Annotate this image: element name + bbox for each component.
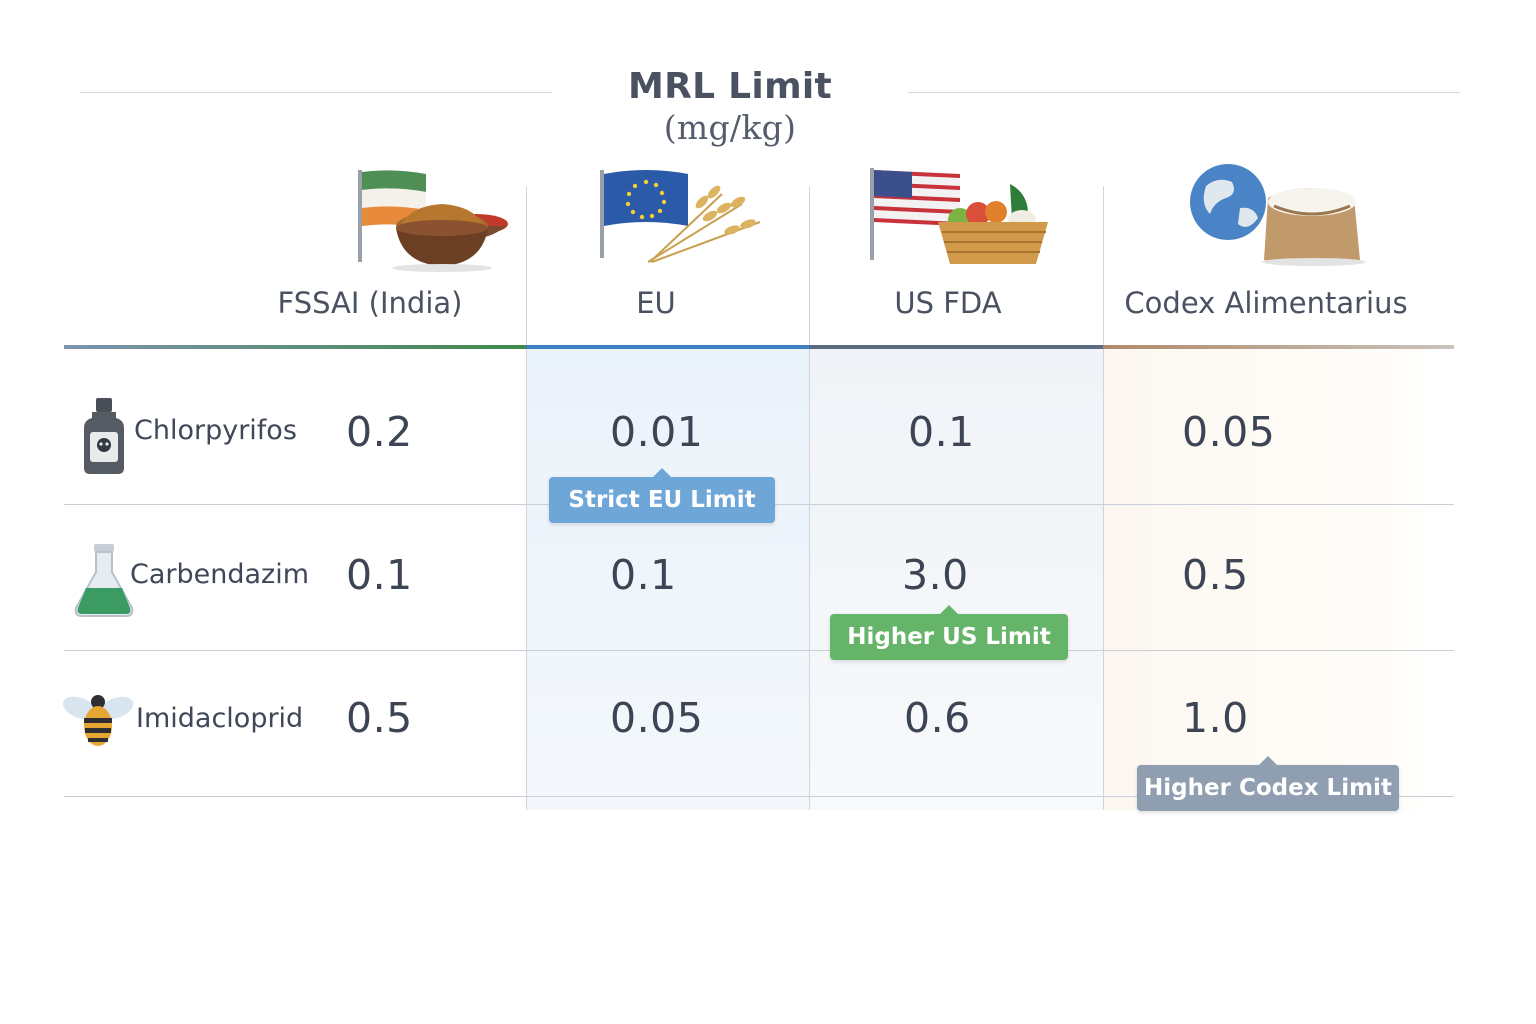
eu-flag-wheat-icon [600,170,761,263]
fssai-header-bar [64,345,526,349]
table-cell-value: 0.05 [1182,408,1276,456]
flask-icon [74,544,134,617]
table-cell-value: 0.01 [610,408,704,456]
table-cell-value: 0.1 [346,551,413,599]
table-cell-value: 0.5 [346,694,413,742]
row-separator [64,650,1454,651]
bee-icon [62,695,134,746]
poison-bottle-icon [84,398,124,474]
higher-us-limit-badge: Higher US Limit [830,605,1068,660]
chart-title-text: MRL Limit [627,66,833,107]
title-rule-left [80,92,552,93]
table-cell-value: 0.6 [904,694,971,742]
table-cell-value: 0.05 [610,694,704,742]
chart-title: MRL Limit (mg/kg) [560,66,900,148]
eu-header-bar [526,345,809,349]
row-label-imidacloprid: Imidacloprid [136,703,304,734]
us-column-tint [810,348,1103,810]
table-cell-value: 0.1 [908,408,975,456]
table-cell-value: 1.0 [1182,694,1249,742]
codex-column-tint [1104,348,1422,810]
india-flag-spice-bowls-icon [358,170,508,272]
table-cell-value: 0.1 [610,551,677,599]
column-separator [809,186,810,810]
column-header-us-fda: US FDA [894,286,1002,320]
us-flag-vegetable-basket-icon [870,168,1048,264]
codex-header-bar [1103,345,1454,349]
table-cell-value: 0.5 [1182,551,1249,599]
higher-codex-limit-badge: Higher Codex Limit [1137,756,1399,811]
title-rule-right [908,92,1460,93]
eu-column-tint [527,348,809,810]
chart-title-unit: (mg/kg) [663,108,797,147]
row-separator [64,796,1454,797]
column-separator [1103,186,1104,810]
row-label-carbendazim: Carbendazim [130,559,310,590]
globe-rice-sack-icon [1190,164,1366,266]
us-header-bar [809,345,1103,349]
column-header-fssai: FSSAI (India) [277,286,463,320]
table-cell-value: 0.2 [346,408,413,456]
column-separator [526,186,527,810]
strict-eu-limit-badge: Strict EU Limit [549,468,775,523]
table-cell-value: 3.0 [902,551,969,599]
column-header-codex: Codex Alimentarius [1124,286,1408,320]
row-label-chlorpyrifos: Chlorpyrifos [134,415,297,446]
column-header-eu: EU [636,286,676,320]
